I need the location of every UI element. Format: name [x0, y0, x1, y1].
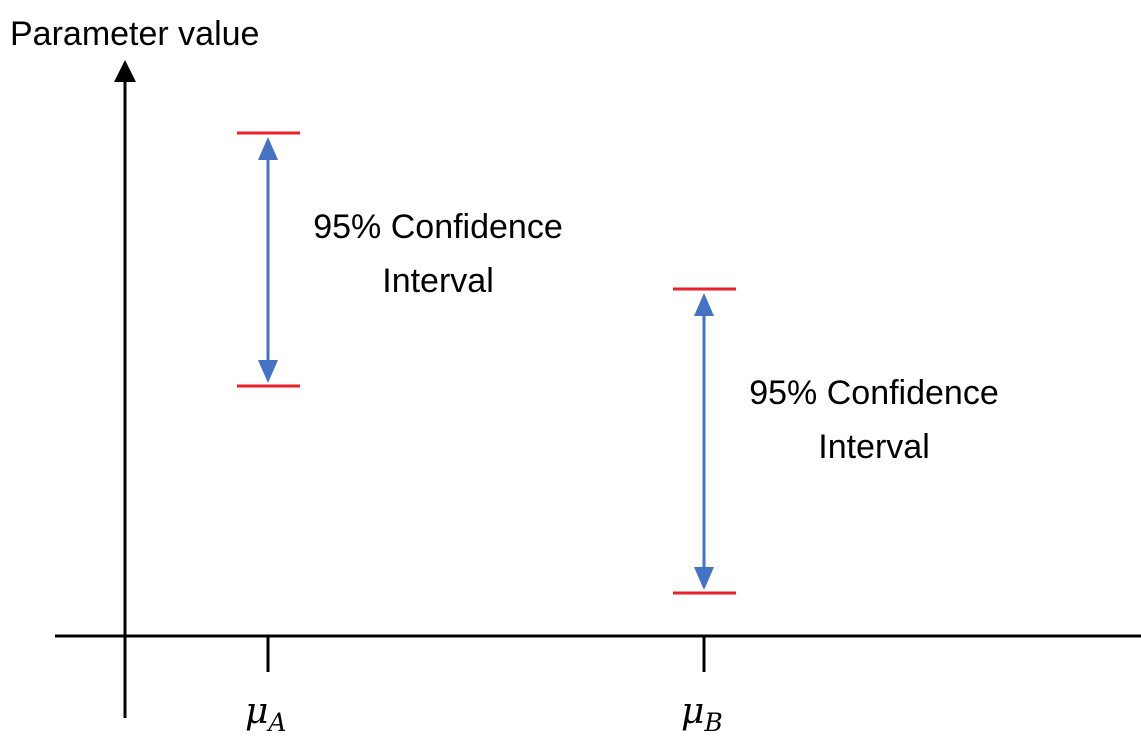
y-axis-label: Parameter value	[10, 15, 259, 53]
confidence-interval-b: 95% Confidence Interval	[673, 287, 999, 595]
confidence-interval-a: 95% Confidence Interval	[237, 131, 563, 388]
interval-a-down-arrow-icon	[258, 360, 278, 383]
y-axis	[114, 60, 136, 718]
interval-b-down-arrow-icon	[694, 567, 714, 590]
x-tick-label-b: μB	[681, 691, 723, 737]
interval-a-label-line1: 95% Confidence	[313, 208, 563, 246]
interval-a-label-line2: Interval	[382, 262, 494, 300]
interval-b-label-line1: 95% Confidence	[749, 374, 999, 412]
interval-b-up-arrow-icon	[694, 293, 714, 316]
interval-b-label-line2: Interval	[818, 428, 930, 466]
interval-a-up-arrow-icon	[258, 137, 278, 160]
x-tick-label-a: μA	[245, 691, 286, 737]
y-axis-arrow-icon	[114, 60, 136, 82]
